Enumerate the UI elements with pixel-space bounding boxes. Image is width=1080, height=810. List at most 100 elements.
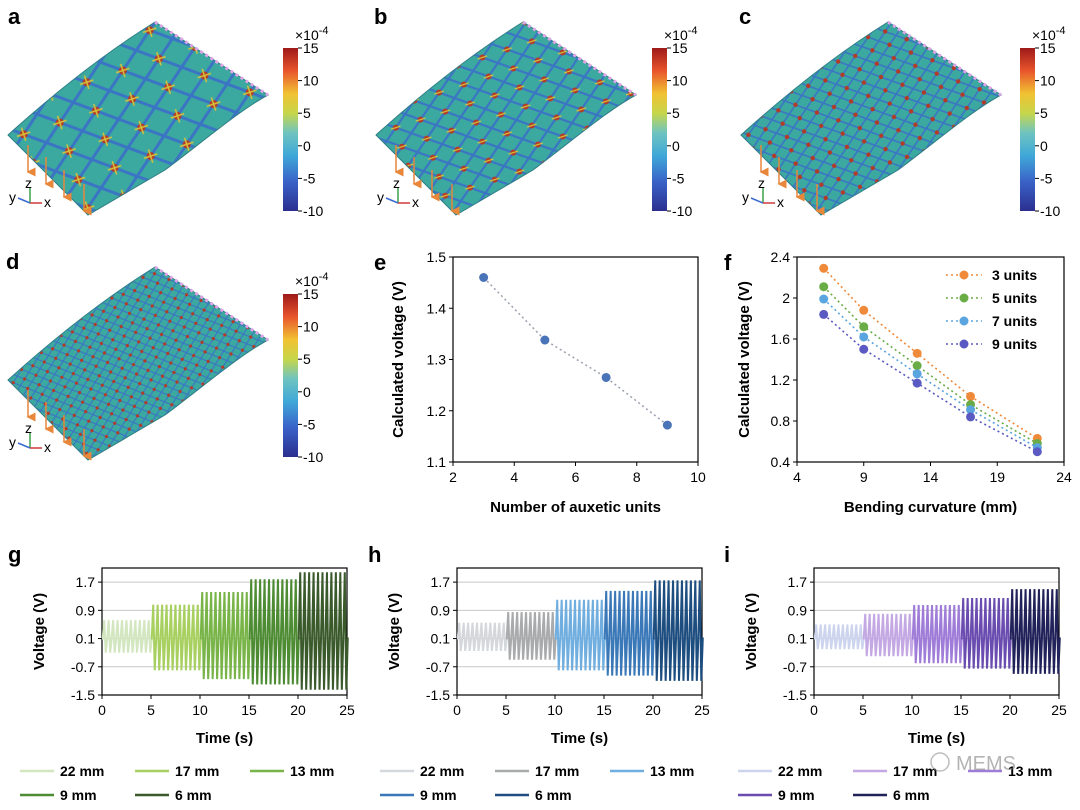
y-tick-label: 0.1 (431, 631, 451, 647)
signal-series (199, 591, 251, 680)
signal-series (813, 624, 865, 650)
x-tick-label: 10 (904, 702, 920, 718)
x-axis-label: Time (s) (196, 730, 253, 747)
signal-series (960, 597, 1012, 669)
fem-panel-a: a z y x (7, 4, 269, 216)
y-tick-label: 1.2 (427, 403, 447, 419)
x-tick-label: 0 (453, 702, 461, 718)
panel-letter-a: a (8, 4, 21, 29)
plate-c (740, 21, 1002, 216)
x-tick-label: 5 (502, 702, 510, 718)
axis-x-label: x (44, 439, 51, 455)
signal-series (603, 590, 655, 676)
data-point (601, 372, 611, 382)
axes-triad-b: z y x (377, 175, 419, 210)
x-tick-label: 0 (810, 702, 818, 718)
data-point (912, 361, 922, 371)
data-point (819, 282, 829, 292)
chart-g: 0 5 10 15 20 25 1.7 0.9 0.1 -0.7 -1.5 Time (s) Volta… (20, 567, 355, 803)
plot-frame (456, 567, 703, 696)
colorbar-tick-label: -5 (303, 170, 316, 186)
axes-triad-a: z y x (9, 175, 51, 210)
y-tick-label: -0.7 (71, 659, 95, 675)
series-line (823, 286, 1038, 445)
data-point (859, 322, 869, 332)
colorbar-tick-label: -10 (1040, 203, 1060, 219)
colorbar-b: ×10-4 15 10 5 0 -5 -10 (652, 25, 698, 219)
y-tick-label: 1.1 (427, 454, 447, 470)
plot-frame (452, 256, 699, 463)
load-arrows-d (26, 390, 92, 461)
axis-x-label: x (777, 194, 784, 210)
chart-e: 2 4 6 8 10 1.1 1.2 1.3 1.4 1.5 Number of auxetic u… (390, 249, 706, 516)
y-tick-label: 0.1 (76, 631, 96, 647)
x-tick-label: 9 (860, 469, 868, 485)
colorbar-tick-label: -5 (1040, 170, 1053, 186)
colorbar-tick-label: -5 (672, 170, 685, 186)
panel-letter-c: c (739, 4, 751, 29)
axis-z-label: z (758, 175, 765, 191)
y-tick-label: 0.9 (431, 602, 451, 618)
y-tick-label: 1.3 (427, 352, 447, 368)
signal-series (652, 580, 704, 681)
plot-frame (101, 567, 348, 696)
legend-label: 9 units (992, 336, 1037, 352)
data-point (859, 332, 869, 342)
data-point (479, 273, 489, 282)
signal-series (150, 604, 202, 671)
colorbar-tick-label: 15 (672, 40, 688, 56)
x-tick-label: 20 (645, 702, 661, 718)
x-axis-label: Bending curvature (mm) (844, 499, 1017, 516)
x-tick-label: 8 (633, 469, 641, 485)
x-tick-label: 25 (694, 702, 710, 718)
legend-label: 17 mm (893, 763, 937, 779)
colorbar-tick-label: -5 (303, 416, 316, 432)
y-tick-label: -0.7 (426, 659, 450, 675)
panel-letter-g: g (8, 542, 21, 567)
legend-label: 22 mm (60, 763, 104, 779)
signal-series (505, 612, 557, 660)
axis-z-label: z (25, 175, 32, 191)
data-point (912, 369, 922, 379)
data-point (819, 309, 829, 319)
colorbar-exponent: ×10-4 (1032, 25, 1066, 43)
x-tick-label: 25 (1051, 702, 1067, 718)
x-axis-label: Number of auxetic units (490, 499, 661, 516)
axis-z-label: z (393, 175, 400, 191)
panel-letter-f: f (724, 250, 732, 275)
load-arrows-a (26, 145, 92, 216)
y-tick-label: -1.5 (783, 687, 807, 703)
legend-swatch-dot (959, 316, 969, 326)
legend-label: 22 mm (420, 763, 464, 779)
legend-swatch-dot (959, 270, 969, 280)
legend-label: 22 mm (778, 763, 822, 779)
colorbar-gradient (283, 48, 298, 211)
y-tick-label: 0.9 (76, 602, 96, 618)
y-tick-label: -1.5 (71, 687, 95, 703)
colorbar-tick-label: 10 (303, 73, 319, 89)
colorbar-tick-label: 10 (672, 73, 688, 89)
colorbar-tick-label: 5 (672, 105, 680, 121)
colorbar-tick-label: 0 (1040, 138, 1048, 154)
y-tick-label: 1.5 (427, 249, 447, 265)
load-arrows-c (759, 145, 825, 216)
x-tick-label: 20 (290, 702, 306, 718)
legend-label: 9 mm (60, 787, 97, 803)
colorbar-exponent: ×10-4 (295, 25, 329, 43)
axis-y-label: y (9, 434, 16, 450)
x-axis-label: Time (s) (908, 730, 965, 747)
plate-d (7, 266, 269, 461)
legend-label: 13 mm (1008, 763, 1052, 779)
axis-x-label: x (412, 194, 419, 210)
colorbar-tick-label: 15 (303, 40, 319, 56)
panel-letter-b: b (374, 4, 387, 29)
legend-label: 9 mm (778, 787, 815, 803)
y-tick-label: 1.4 (427, 300, 447, 316)
series-line (483, 276, 668, 426)
x-tick-label: 0 (98, 702, 106, 718)
data-point (966, 405, 976, 415)
x-tick-label: 2 (449, 469, 457, 485)
colorbar-tick-label: 0 (672, 138, 680, 154)
x-tick-label: 4 (793, 469, 801, 485)
x-tick-label: 10 (547, 702, 563, 718)
